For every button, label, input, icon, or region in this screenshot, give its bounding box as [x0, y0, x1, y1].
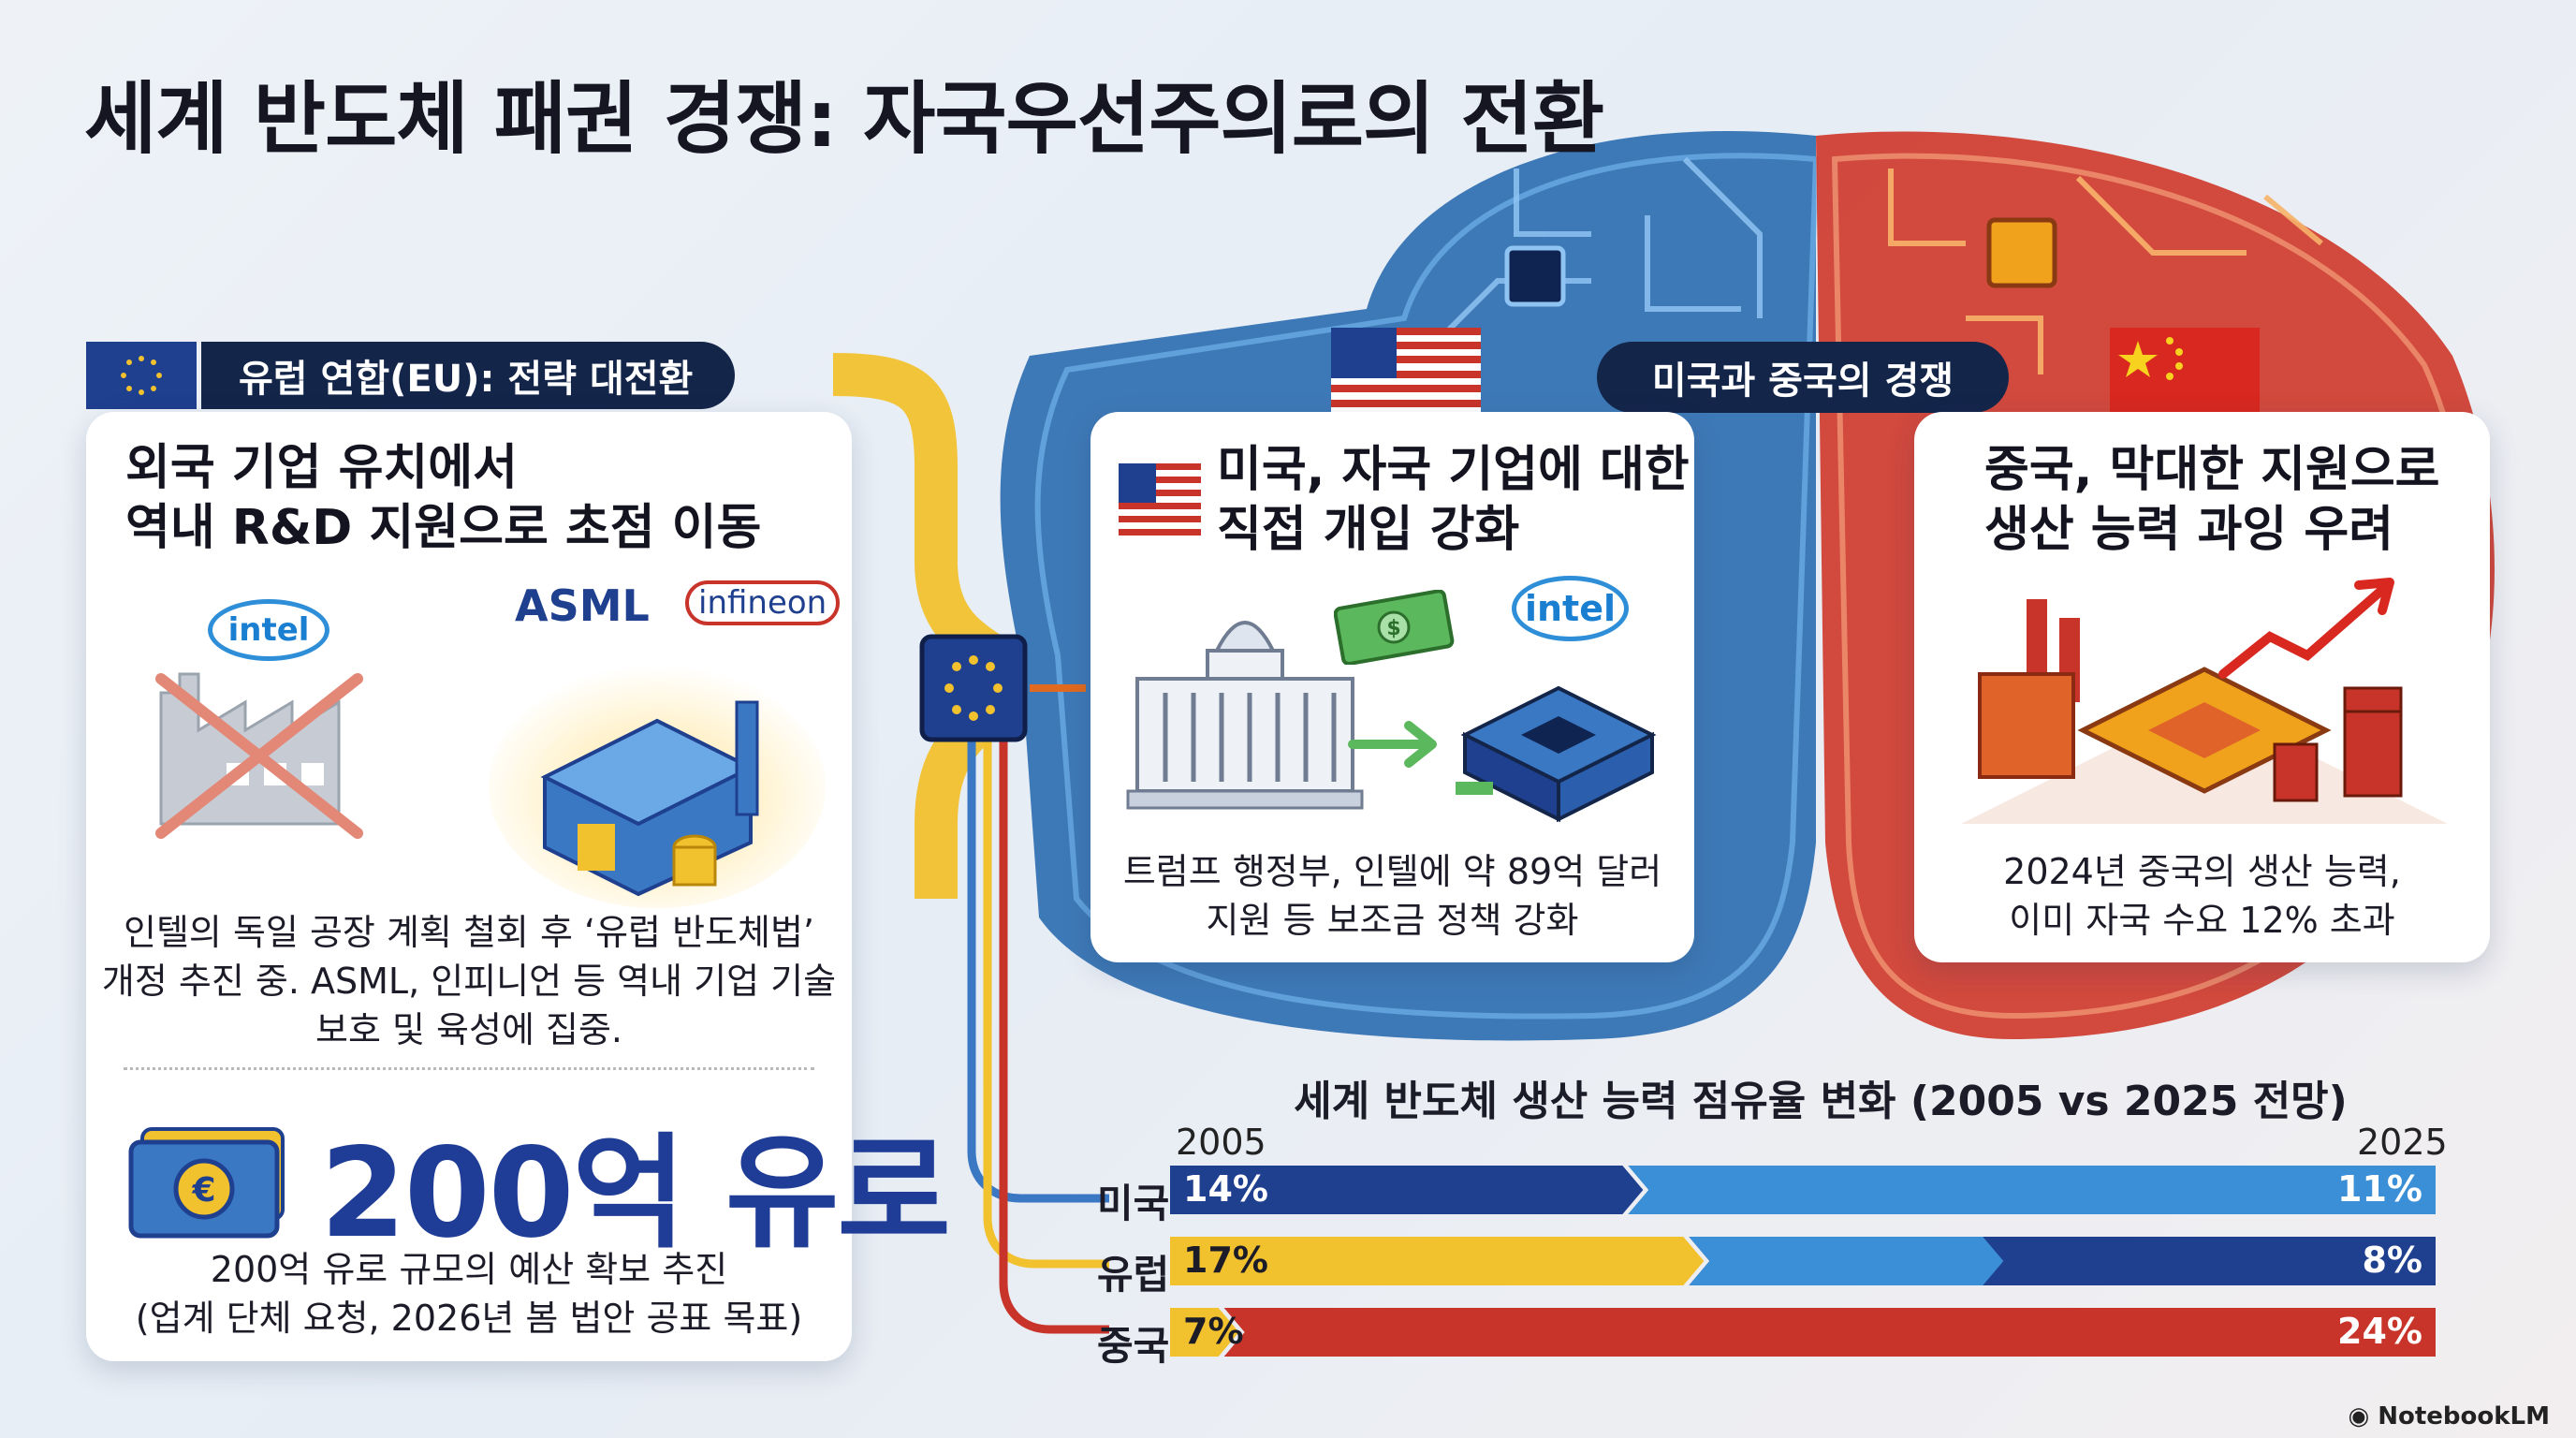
us-desc-line1: 트럼프 행정부, 인텔에 약 89억 달러 [1122, 851, 1662, 892]
us-intel-logo: intel [1512, 576, 1629, 641]
bar-2005-segment [1170, 1166, 1644, 1214]
bar-2005-segment [1170, 1308, 1239, 1357]
eu-banner: 유럽 연합(EU): 전략 대전환 [201, 342, 735, 409]
glowing-factory-icon [489, 637, 826, 908]
eu-chip-icon [919, 634, 1028, 742]
row-label-eu: 유럽 [1097, 1252, 1170, 1298]
svg-text:€: € [191, 1171, 215, 1210]
cn-card: 중국, 막대한 지원으로 생산 능력 과잉 우려 2024년 중국의 생산 능력… [1914, 412, 2490, 962]
notebooklm-icon: ◉ [2348, 1402, 2378, 1431]
value-2005-label: 14% [1183, 1168, 1268, 1210]
year-2005-label: 2005 [1176, 1122, 1266, 1163]
asml-logo: ASML [515, 580, 650, 631]
eu-card: 외국 기업 유치에서 역내 R&D 지원으로 초점 이동 intel ASML … [86, 412, 951, 1361]
svg-text:$: $ [1386, 617, 1400, 640]
row-label-us: 미국 [1097, 1181, 1170, 1226]
us-heading-line1: 미국, 자국 기업에 대한 [1217, 442, 1690, 498]
chart-title: 세계 반도체 생산 능력 점유율 변화 (2005 vs 2025 전망) [1294, 1078, 2348, 1125]
euro-icon [173, 1158, 235, 1220]
eu-amount-desc-line1: 200억 유로 규모의 예산 확보 추진 [210, 1249, 728, 1290]
capitol-icon [1119, 576, 1371, 819]
eu-budget-amount: 200억 유로 [320, 1122, 951, 1266]
money-icon: € [124, 1122, 292, 1243]
value-2025-label: 24% [2337, 1311, 2422, 1352]
eu-flag-icon [86, 342, 197, 409]
infineon-logo: infineon [685, 580, 841, 625]
us-heading-line2: 직접 개입 강화 [1217, 502, 1520, 558]
us-small-flag-icon [1119, 463, 1201, 538]
china-flag-icon [2110, 328, 2260, 421]
cn-desc-line2: 이미 자국 수요 12% 초과 [2009, 900, 2395, 941]
us-china-competition-pill: 미국과 중국의 경쟁 [1597, 342, 2009, 413]
cn-desc-line1: 2024년 중국의 생산 능력, [2003, 851, 2401, 892]
intel-chip-icon [1446, 651, 1671, 829]
notebooklm-label: NotebookLM [2378, 1402, 2550, 1431]
us-card: 미국, 자국 기업에 대한 직접 개입 강화 $ intel [1090, 412, 1694, 962]
eu-heading-line2: 역내 R&D 지원으로 초점 이동 [125, 500, 762, 556]
us-desc-line2: 지원 등 보조금 정책 강화 [1206, 900, 1579, 941]
value-2005-label: 17% [1183, 1240, 1268, 1281]
bar-2025-fill [1628, 1166, 2436, 1214]
year-2025-label: 2025 [2357, 1122, 2448, 1163]
value-2005-label: 7% [1183, 1311, 1244, 1352]
share-chart: 14% 11% 17% 8% 7% 24% [1170, 1166, 2436, 1357]
money-bill-icon: $ [1333, 589, 1456, 667]
value-2025-label: 11% [2337, 1168, 2422, 1210]
page-title: 세계 반도체 패권 경쟁: 자국우선주의로의 전환 [84, 73, 1604, 165]
divider [124, 1067, 814, 1070]
bar-2025-segment [1223, 1308, 2436, 1357]
eu-desc-line1: 인텔의 독일 공장 계획 철회 후 ‘유럽 반도체법’ [124, 912, 814, 953]
eu-heading-line1: 외국 기업 유치에서 [125, 440, 518, 496]
value-2025-label: 8% [2362, 1240, 2422, 1281]
eu-desc-line3: 보호 및 육성에 집중. [315, 1009, 622, 1050]
eu-desc-line2: 개정 추진 중. ASML, 인피니언 등 역내 기업 기술 [101, 961, 837, 1002]
intel-logo: intel [208, 599, 329, 661]
chip-icon [1504, 245, 1566, 307]
row-label-cn: 중국 [1097, 1323, 1170, 1369]
cn-heading-line1: 중국, 막대한 지원으로 [1984, 442, 2440, 498]
bar-2005-segment [1170, 1237, 1705, 1285]
china-factory-chip-icon [1942, 571, 2466, 843]
factory-icon [142, 590, 442, 852]
eu-amount-desc-line2: (업계 단체 요청, 2026년 봄 법안 공표 목표) [135, 1298, 803, 1339]
notebooklm-brand: ◉ NotebookLM [2348, 1402, 2550, 1431]
cn-heading-line2: 생산 능력 과잉 우려 [1984, 502, 2394, 558]
eu-flow [832, 353, 1014, 899]
arrow-icon [1343, 716, 1456, 772]
chip-icon [1986, 217, 2057, 288]
us-flag-icon [1331, 328, 1481, 421]
bar-transition-segment [1689, 1237, 2004, 1285]
